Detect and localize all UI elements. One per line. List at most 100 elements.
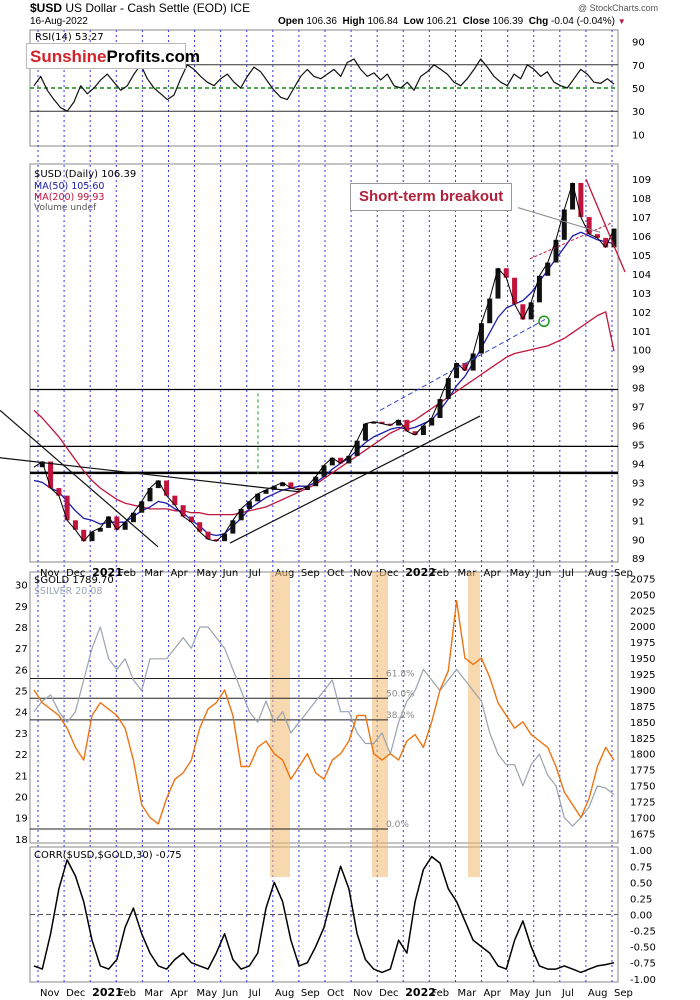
fib-level-label: 50.0% bbox=[386, 689, 415, 699]
fib-level-label: 0.0% bbox=[386, 820, 409, 830]
x-tick-label: May bbox=[510, 988, 531, 999]
declining-resistance-line bbox=[585, 178, 626, 273]
x-tick-label: May bbox=[197, 568, 218, 579]
price-candle bbox=[561, 209, 567, 240]
usd-y-tick: 94 bbox=[632, 459, 645, 470]
price-candle bbox=[72, 520, 78, 530]
price-candle bbox=[594, 234, 600, 238]
usd-y-tick: 90 bbox=[632, 535, 645, 546]
price-candle bbox=[396, 419, 402, 426]
price-candle bbox=[304, 486, 310, 490]
price-candle bbox=[106, 516, 112, 528]
x-tick-label: Nov bbox=[353, 988, 373, 999]
price-candle bbox=[56, 488, 62, 496]
price-candle bbox=[545, 262, 551, 276]
usd-y-tick: 102 bbox=[632, 308, 651, 319]
price-candle bbox=[230, 520, 236, 534]
corr-y-tick: 0.50 bbox=[630, 878, 652, 889]
price-candle bbox=[536, 275, 542, 303]
silver-line bbox=[33, 626, 615, 827]
silver-y-tick: 29 bbox=[15, 602, 28, 613]
price-candle bbox=[280, 482, 286, 487]
gold-y-tick: 1975 bbox=[630, 638, 655, 649]
symbol: $USD bbox=[30, 1, 63, 15]
price-candle bbox=[164, 480, 170, 496]
legend-ma200: MA(200) 99.93 bbox=[34, 192, 104, 203]
x-tick-label: Apr bbox=[484, 988, 502, 999]
price-candle bbox=[255, 493, 261, 502]
price-candle bbox=[371, 421, 377, 424]
x-tick-label: May bbox=[510, 568, 531, 579]
highlight-band bbox=[372, 572, 388, 877]
price-candle bbox=[313, 476, 319, 487]
corr-y-tick: -1.00 bbox=[630, 975, 656, 986]
price-candle bbox=[197, 522, 203, 532]
x-tick-label: Feb bbox=[431, 988, 449, 999]
chart-date: 16-Aug-2022 bbox=[30, 16, 88, 27]
price-candle bbox=[122, 522, 128, 530]
instrument-name: US Dollar - Cash Settle (EOD) ICE bbox=[65, 1, 251, 15]
silver-y-tick: 26 bbox=[15, 665, 28, 676]
price-candle bbox=[147, 488, 153, 502]
x-tick-label: Oct bbox=[327, 568, 344, 579]
price-candle bbox=[288, 482, 294, 489]
silver-y-tick: 25 bbox=[15, 687, 28, 698]
price-candle bbox=[321, 465, 327, 477]
price-candle bbox=[462, 363, 468, 371]
x-tick-label: Mar bbox=[457, 568, 477, 579]
sunshine-profits-logo: SunshineProfits.com bbox=[26, 43, 200, 69]
x-tick-label: Jun bbox=[222, 568, 239, 579]
price-candle bbox=[470, 353, 476, 371]
silver-y-tick: 18 bbox=[15, 835, 28, 846]
gold-y-tick: 2025 bbox=[630, 606, 655, 617]
price-candle bbox=[487, 298, 493, 324]
corr-y-tick: 0.25 bbox=[630, 894, 652, 905]
change-value: -0.04 (-0.04%) bbox=[551, 16, 615, 27]
x-tick-label: 2022 bbox=[405, 566, 436, 579]
rsi-line bbox=[33, 58, 615, 112]
price-candle bbox=[603, 237, 609, 248]
price-candle bbox=[155, 480, 161, 489]
corr-y-tick: 0.00 bbox=[630, 911, 652, 922]
price-candle bbox=[412, 431, 418, 436]
ma200-line bbox=[33, 311, 615, 516]
panel-frame-1 bbox=[29, 163, 619, 563]
price-candle bbox=[578, 182, 584, 218]
gold-y-tick: 1675 bbox=[630, 829, 655, 840]
usd-y-tick: 92 bbox=[632, 497, 645, 508]
gold-y-tick: 1875 bbox=[630, 702, 655, 713]
price-candle bbox=[611, 228, 617, 248]
price-candle bbox=[429, 417, 435, 426]
price-candle bbox=[89, 531, 95, 542]
legend-usd: $USD (Daily) 106.39 bbox=[34, 169, 136, 180]
price-candle bbox=[512, 277, 518, 305]
price-candle bbox=[222, 533, 228, 542]
corr-y-tick: -0.50 bbox=[630, 943, 656, 954]
silver-y-tick: 19 bbox=[15, 814, 28, 825]
ohlc-readout: Open 106.36 High 106.84 Low 106.21 Close… bbox=[278, 16, 626, 27]
x-tick-label: Apr bbox=[170, 988, 188, 999]
usd-y-tick: 109 bbox=[632, 175, 651, 186]
price-candle bbox=[420, 425, 426, 436]
price-candle bbox=[379, 421, 385, 424]
price-candle bbox=[114, 516, 120, 530]
gold-line bbox=[33, 600, 615, 825]
price-candle bbox=[478, 323, 484, 354]
down-triangle-icon: ▼ bbox=[617, 17, 626, 26]
usd-y-tick: 100 bbox=[632, 346, 651, 357]
gold-y-tick: 1850 bbox=[630, 718, 655, 729]
price-candle bbox=[553, 239, 559, 263]
price-candle bbox=[346, 455, 352, 464]
price-candle bbox=[296, 488, 302, 490]
usd-y-tick: 91 bbox=[632, 516, 645, 527]
x-tick-label: Mar bbox=[457, 988, 477, 999]
x-tick-label: Jul bbox=[248, 568, 261, 579]
price-candle bbox=[354, 440, 360, 456]
usd-y-tick: 95 bbox=[632, 440, 645, 451]
silver-y-tick: 24 bbox=[15, 708, 28, 719]
x-tick-label: Feb bbox=[118, 568, 136, 579]
price-candle bbox=[271, 486, 277, 490]
price-candle bbox=[338, 457, 344, 464]
corr-line bbox=[33, 855, 615, 974]
